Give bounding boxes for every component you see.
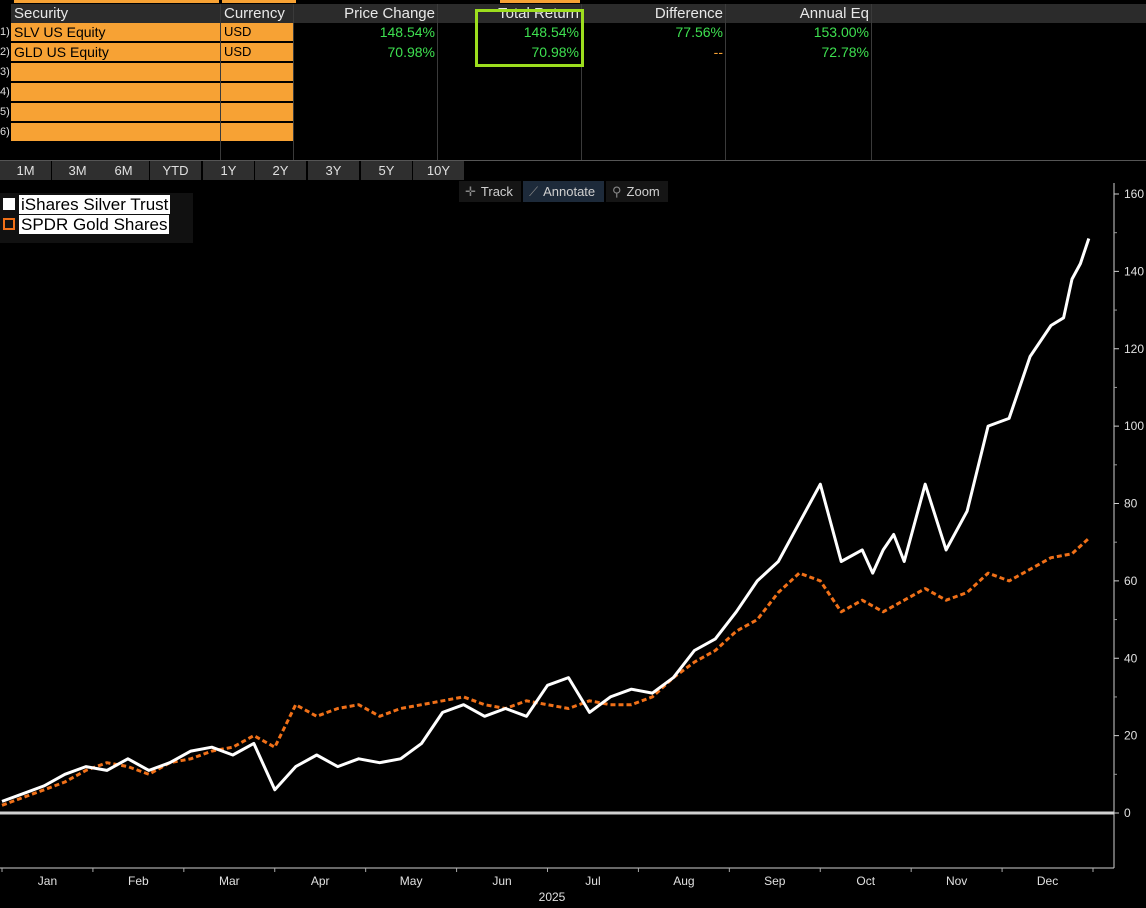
security-cell[interactable]: GLD US Equity [11,43,220,61]
x-tick-label: Oct [856,874,875,888]
track-tool-button[interactable]: ✛ Track [459,181,521,202]
y-tick-label: 120 [1124,342,1144,356]
header-annual-eq[interactable]: Annual Eq [726,4,871,23]
chart-legend: iShares Silver Trust SPDR Gold Shares [0,193,193,243]
x-tick-label: Nov [946,874,967,888]
legend-label-gold: SPDR Gold Shares [19,215,170,234]
y-tick-label: 40 [1124,651,1138,665]
period-button-10y[interactable]: 10Y [413,161,464,180]
annotate-label: Annotate [543,184,596,199]
comparison-table: Security Currency Price Change Total Ret… [0,3,1146,161]
difference-value: 77.56% [675,24,723,40]
pencil-icon: ⟋ [529,184,539,199]
currency-cell[interactable]: USD [221,43,293,61]
period-button-3y[interactable]: 3Y [308,161,359,180]
security-cell[interactable] [11,123,220,141]
price-change-value: 70.98% [387,44,435,60]
total-return-value: 70.98% [531,44,579,60]
annual-eq-value: 72.78% [821,44,869,60]
currency-cell[interactable] [221,123,293,141]
column-divider [293,4,294,160]
y-tick-label: 100 [1124,419,1144,433]
zoom-label: Zoom [626,184,660,199]
x-tick-label: Mar [219,874,240,888]
currency-cell[interactable]: USD [221,23,293,41]
row-number: 5) [0,106,10,118]
period-button-ytd[interactable]: YTD [150,161,201,180]
column-divider [220,4,221,160]
security-cell[interactable] [11,63,220,81]
total-return-value: 148.54% [523,24,579,40]
header-security[interactable]: Security [11,4,220,23]
currency-cell[interactable] [221,63,293,81]
y-tick-label: 160 [1124,187,1144,201]
x-tick-label: Dec [1037,874,1058,888]
row-number: 6) [0,126,10,138]
x-tick-label: May [400,874,423,888]
x-tick-label: Jan [38,874,57,888]
column-divider [725,4,726,160]
period-button-5y[interactable]: 5Y [361,161,412,180]
column-divider [437,4,438,160]
legend-swatch-gold [3,218,15,231]
security-cell[interactable] [11,103,220,121]
legend-item-silver[interactable]: iShares Silver Trust [3,195,171,215]
crosshair-icon: ✛ [465,184,476,199]
currency-cell[interactable] [221,103,293,121]
x-tick-label: Sep [764,874,786,888]
track-label: Track [480,184,513,199]
series-line-silver [1,238,1091,803]
x-tick-label: Aug [673,874,694,888]
row-number: 1) [0,26,10,38]
legend-label-silver: iShares Silver Trust [19,195,171,214]
series-line-gold [1,537,1090,807]
y-tick-label: 80 [1124,497,1138,511]
currency-cell[interactable] [221,83,293,101]
y-tick-label: 0 [1124,806,1131,820]
row-number: 3) [0,66,10,78]
difference-value: -- [713,44,723,60]
header-empty [872,4,1146,23]
x-tick-label: Feb [128,874,149,888]
table-bottom-border [0,160,1146,161]
legend-item-gold[interactable]: SPDR Gold Shares [3,215,170,235]
top-strip [0,0,1146,3]
y-tick-label: 60 [1124,574,1138,588]
period-button-3m[interactable]: 3M [52,161,103,180]
period-button-1y[interactable]: 1Y [203,161,254,180]
security-cell[interactable]: SLV US Equity [11,23,220,41]
zoom-tool-button[interactable]: ⚲ Zoom [606,181,668,202]
period-button-1m[interactable]: 1M [0,161,51,180]
total-return-highlight-box [475,9,584,67]
header-price-change[interactable]: Price Change [294,4,437,23]
column-divider [871,4,872,160]
magnifier-icon: ⚲ [612,184,622,199]
column-divider [581,4,582,160]
annual-eq-value: 153.00% [813,24,869,40]
y-tick-label: 20 [1124,729,1138,743]
x-tick-label: Jul [585,874,600,888]
period-button-2y[interactable]: 2Y [255,161,306,180]
x-axis-label: 2025 [539,890,566,904]
header-currency[interactable]: Currency [221,4,293,23]
row-number: 4) [0,86,10,98]
y-tick-label: 140 [1124,264,1144,278]
period-button-6m[interactable]: 6M [98,161,149,180]
row-number: 2) [0,46,10,58]
annotate-tool-button[interactable]: ⟋ Annotate [523,181,604,202]
legend-swatch-silver [3,198,15,211]
header-difference[interactable]: Difference [582,4,725,23]
security-cell[interactable] [11,83,220,101]
price-change-value: 148.54% [379,24,435,40]
x-tick-label: Apr [311,874,330,888]
x-tick-label: Jun [492,874,511,888]
